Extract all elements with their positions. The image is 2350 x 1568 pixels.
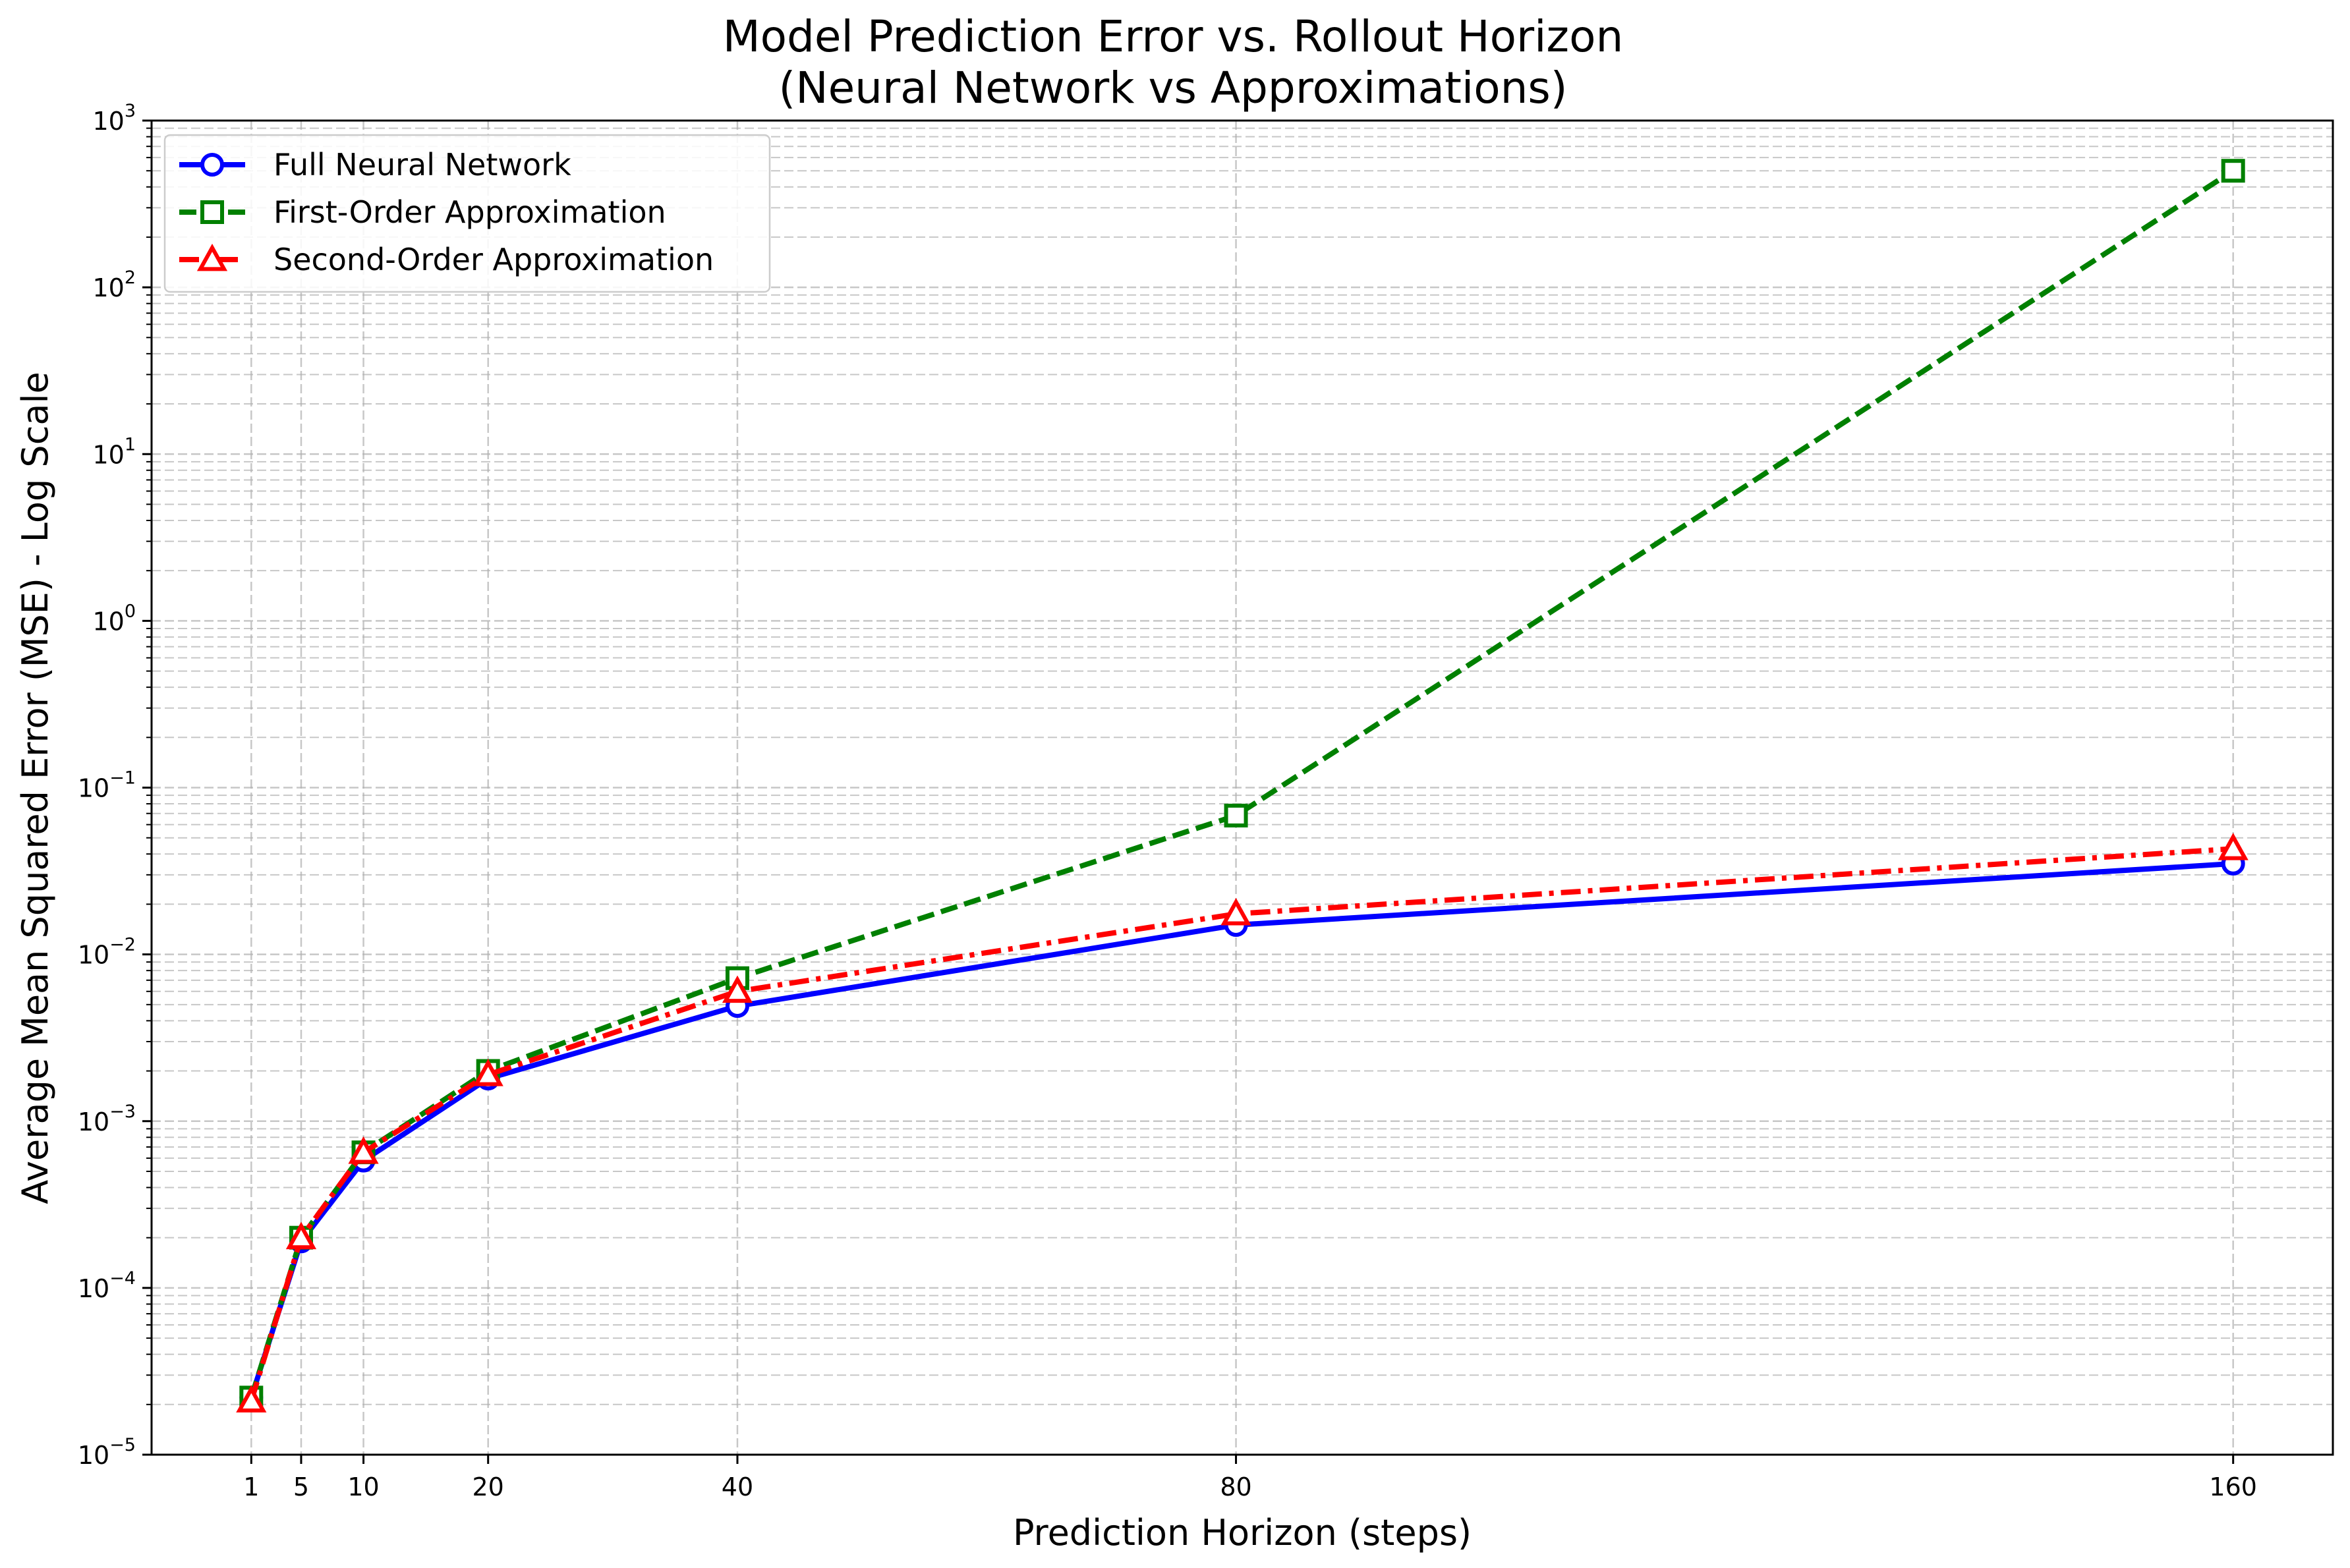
legend-label: Second-Order Approximation: [273, 242, 714, 277]
x-axis-ticks: 1 5 10 20 40 80 160: [243, 1455, 2257, 1501]
x-tick-label: 160: [2209, 1472, 2257, 1501]
x-tick-label: 20: [473, 1472, 504, 1501]
data-point-triangle: [236, 1385, 267, 1413]
x-tick-label: 10: [347, 1472, 379, 1501]
data-point-square: [1224, 803, 1248, 827]
legend-marker-circle: [200, 153, 224, 177]
data-point-triangle: [348, 1136, 379, 1164]
chart-title: Model Prediction Error vs. Rollout Horiz…: [723, 11, 1624, 62]
series-3: [236, 833, 2249, 1413]
y-tick-label: 10−4: [78, 1268, 136, 1303]
legend-marker-square: [200, 200, 224, 224]
legend-label: Full Neural Network: [273, 147, 571, 182]
y-axis-ticks: 103 102 101 100 10−1 10−2 10−3 10−4 10−5: [78, 101, 152, 1470]
x-tick-label: 80: [1220, 1472, 1251, 1501]
series-layer: [236, 159, 2249, 1413]
legend: Full Neural Network First-Order Approxima…: [163, 134, 771, 293]
y-tick-label: 101: [92, 434, 136, 469]
data-point-triangle: [2218, 833, 2249, 860]
y-tick-label: 10−2: [78, 935, 136, 970]
legend-box: [163, 134, 771, 293]
y-tick-label: 100: [92, 601, 136, 636]
y-tick-label: 10−5: [78, 1435, 136, 1470]
legend-label: First-Order Approximation: [273, 194, 666, 230]
x-tick-label: 40: [722, 1472, 753, 1501]
legend-marker-triangle: [196, 243, 228, 271]
x-tick-label: 5: [293, 1472, 309, 1501]
data-point-square: [2221, 159, 2245, 183]
y-tick-label: 10−3: [78, 1102, 136, 1136]
data-point-triangle: [285, 1221, 317, 1250]
y-tick-label: 10−1: [78, 768, 136, 803]
x-axis-label: Prediction Horizon (steps): [1013, 1512, 1472, 1554]
data-point-triangle: [473, 1059, 503, 1086]
y-tick-label: 103: [92, 101, 136, 136]
y-tick-label: 102: [92, 267, 136, 302]
y-axis-label: Average Mean Squared Error (MSE) - Log S…: [14, 372, 56, 1204]
x-tick-label: 1: [243, 1472, 259, 1501]
chart-subtitle: (Neural Network vs Approximations): [778, 63, 1567, 113]
data-point-triangle: [722, 975, 753, 1003]
data-point-triangle: [1220, 897, 1251, 926]
